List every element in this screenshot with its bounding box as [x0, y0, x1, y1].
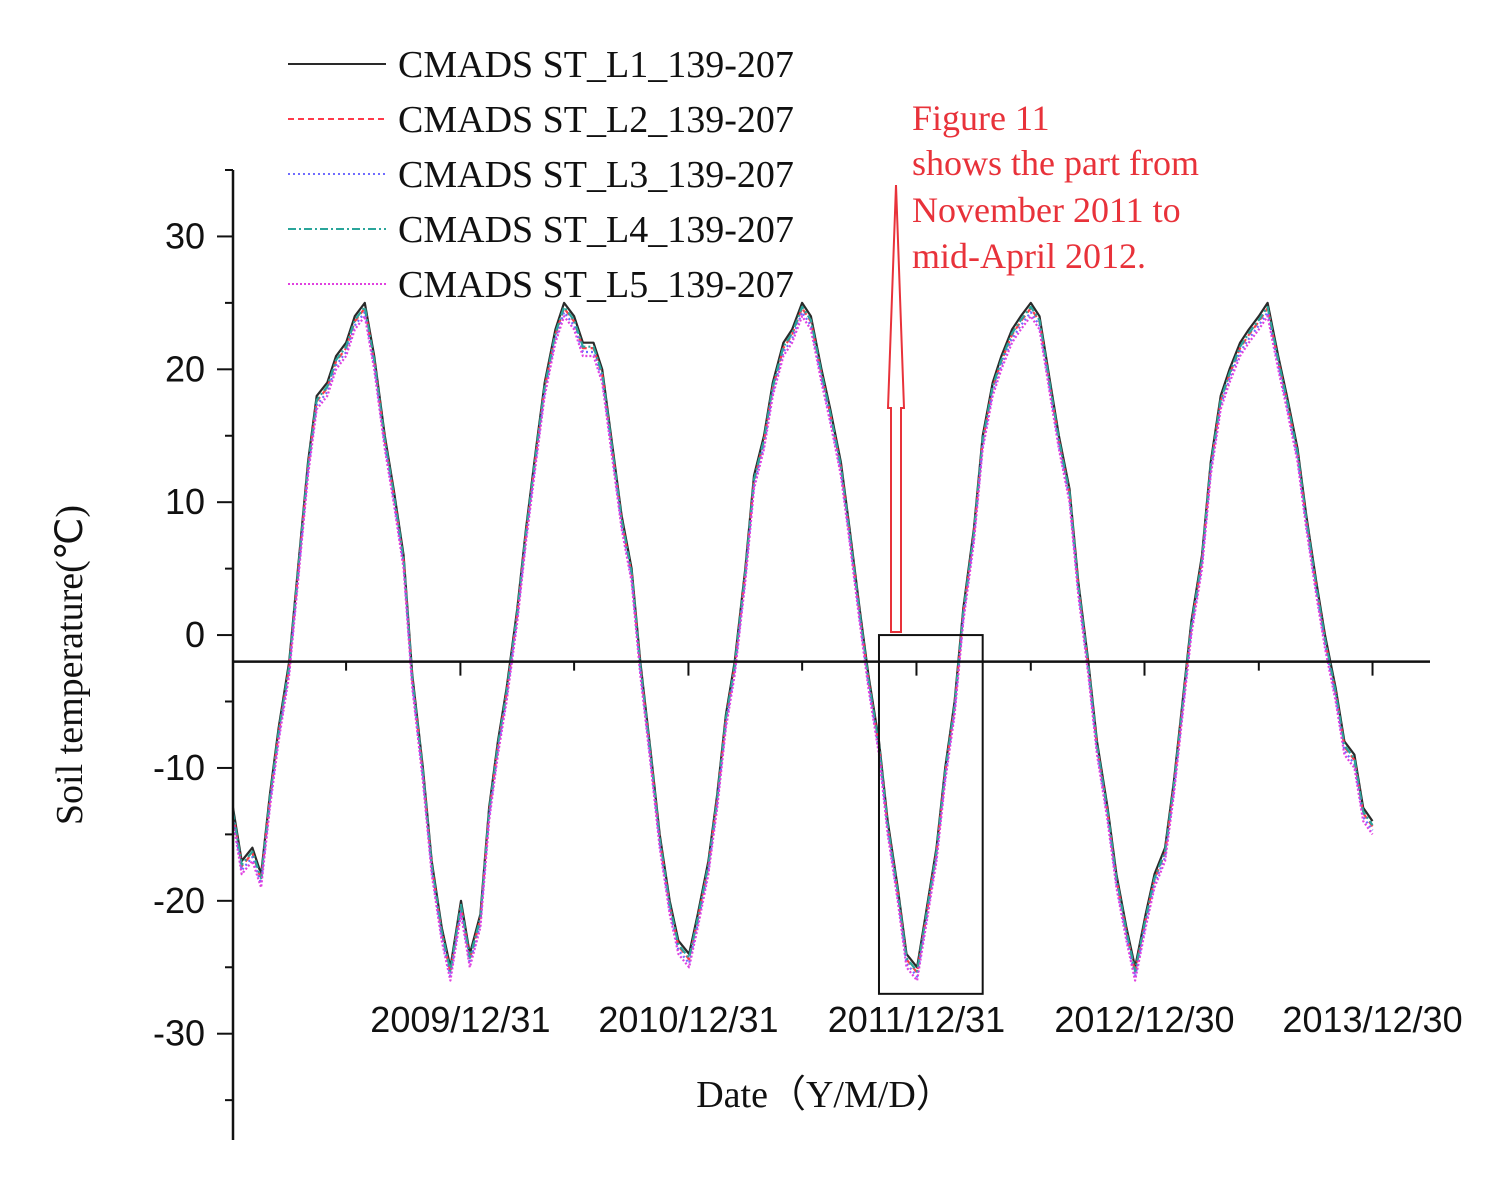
legend-label-l2: CMADS ST_L2_139-207 [398, 99, 794, 141]
x-tick-label: 2012/12/30 [1054, 999, 1234, 1040]
x-tick-label: 2010/12/31 [598, 999, 778, 1040]
legend-label-l1: CMADS ST_L1_139-207 [398, 44, 794, 86]
annotation-line-2: shows the part from [912, 143, 1199, 183]
annotation-line-4: mid-April 2012. [912, 236, 1146, 276]
highlight-layer [877, 634, 984, 995]
x-tick-label: 2009/12/31 [370, 999, 550, 1040]
y-axis-title: Soil temperature(℃) [49, 505, 91, 825]
legend: CMADS ST_L1_139-207 CMADS ST_L2_139-207 … [288, 44, 794, 306]
annotation-arrow [886, 184, 906, 633]
highlight-box [877, 634, 984, 995]
series-layer [231, 301, 1374, 982]
x-tick-label: 2013/12/30 [1282, 999, 1462, 1040]
legend-label-l4: CMADS ST_L4_139-207 [398, 209, 794, 251]
annotation-line-3: November 2011 to [912, 190, 1181, 230]
series-line-l4 [231, 305, 1374, 973]
annotation: Figure 11 shows the part from November 2… [886, 98, 1199, 633]
y-tick-label: -30 [153, 1013, 205, 1054]
y-tick-label: -10 [153, 747, 205, 788]
x-axis-title: Date（Y/M/D） [696, 1074, 954, 1116]
y-tick-label: -20 [153, 880, 205, 921]
y-tick-label: 20 [165, 348, 205, 389]
y-tick-label: 10 [165, 481, 205, 522]
series-line-l5 [231, 315, 1374, 982]
series-line-l1 [231, 301, 1374, 969]
x-tick-label: 2011/12/31 [828, 999, 1006, 1040]
series-line-l2 [231, 307, 1374, 974]
axis-layer: 30 20 10 0 -10 -20 -30 2009/12/31 2010/12/31 2011… [153, 169, 1463, 1140]
legend-label-l5: CMADS ST_L5_139-207 [398, 264, 794, 306]
legend-label-l3: CMADS ST_L3_139-207 [398, 154, 794, 196]
annotation-line-1: Figure 11 [912, 98, 1050, 138]
y-tick-label: 0 [185, 614, 205, 655]
series-line-l3 [231, 311, 1374, 978]
y-tick-label: 30 [165, 215, 205, 256]
